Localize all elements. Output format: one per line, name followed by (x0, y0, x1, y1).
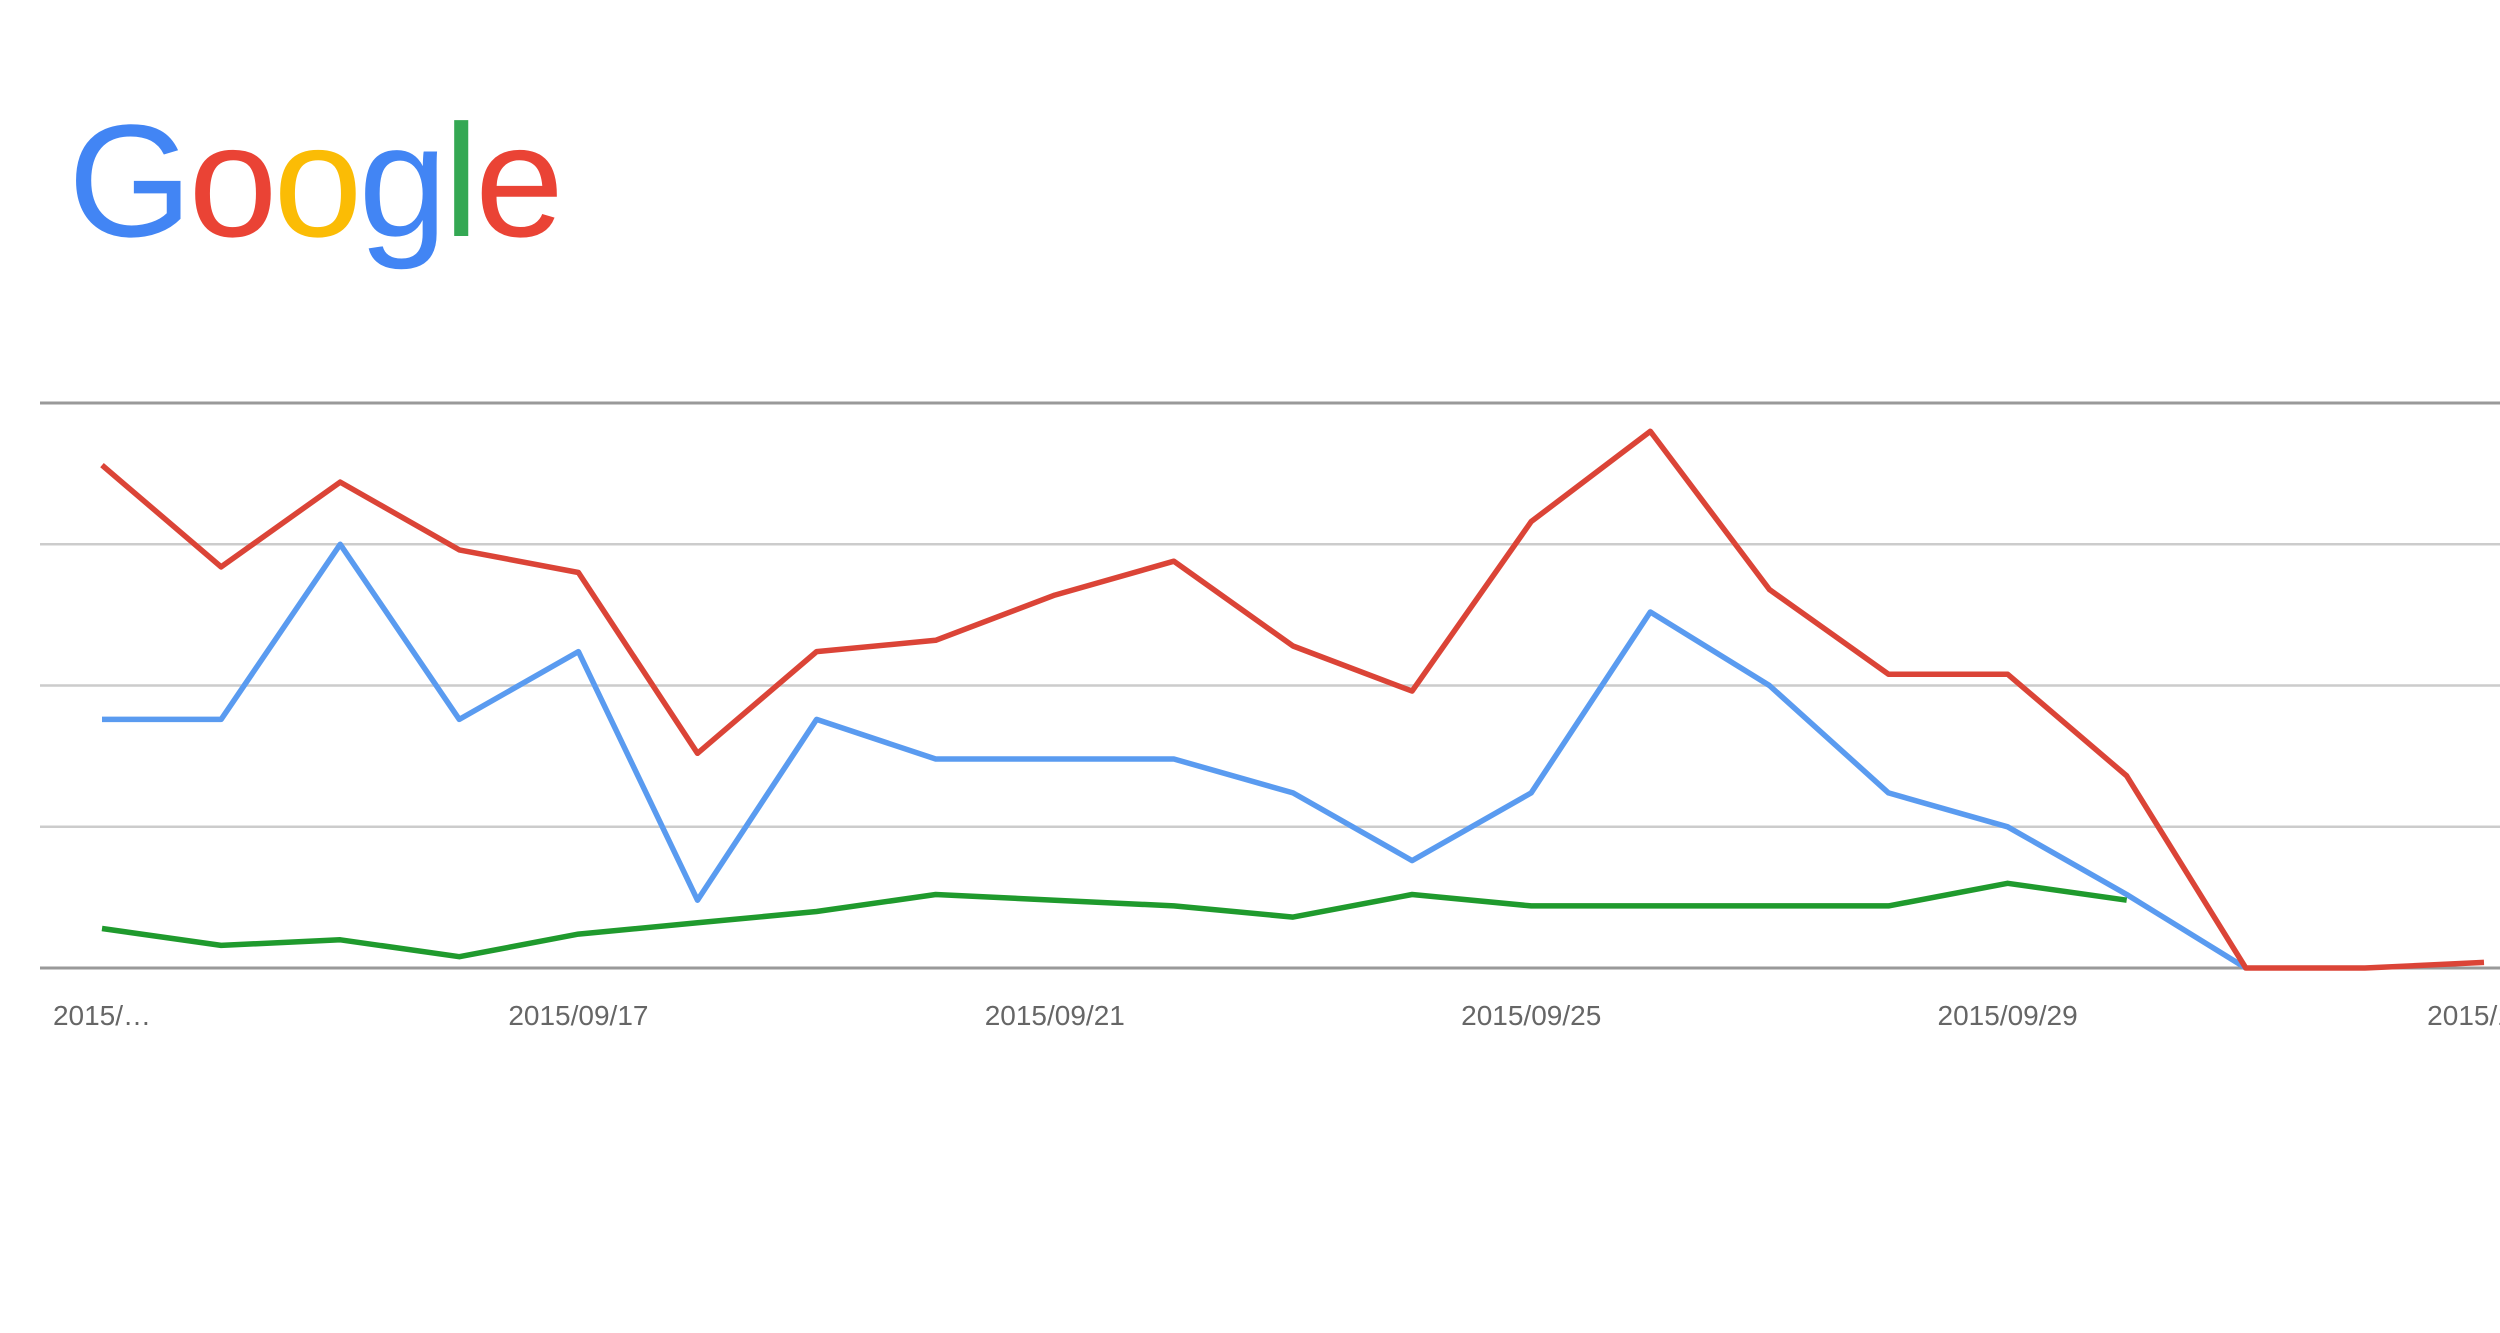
logo-letter: e (475, 91, 560, 270)
x-tick-label: 2015/09/29 (1938, 1000, 2078, 1031)
series-line (101, 880, 2128, 960)
logo-letter: G (68, 91, 188, 270)
logo-letter: o (273, 91, 358, 270)
google-logo: Google (68, 91, 560, 270)
logo-letter: g (358, 91, 443, 270)
x-tick-label: 2015/09/21 (985, 1000, 1125, 1031)
series-line (102, 541, 2248, 971)
x-tick-label: 2015/09/17 (508, 1000, 648, 1031)
logo-letter: o (188, 91, 273, 270)
x-tick-label: 2015/… (53, 1000, 151, 1031)
series-line (100, 428, 2485, 971)
x-tick-label: 2015/1… (2427, 1000, 2500, 1031)
x-tick-label: 2015/09/25 (1461, 1000, 1601, 1031)
logo-letter: l (443, 91, 475, 270)
